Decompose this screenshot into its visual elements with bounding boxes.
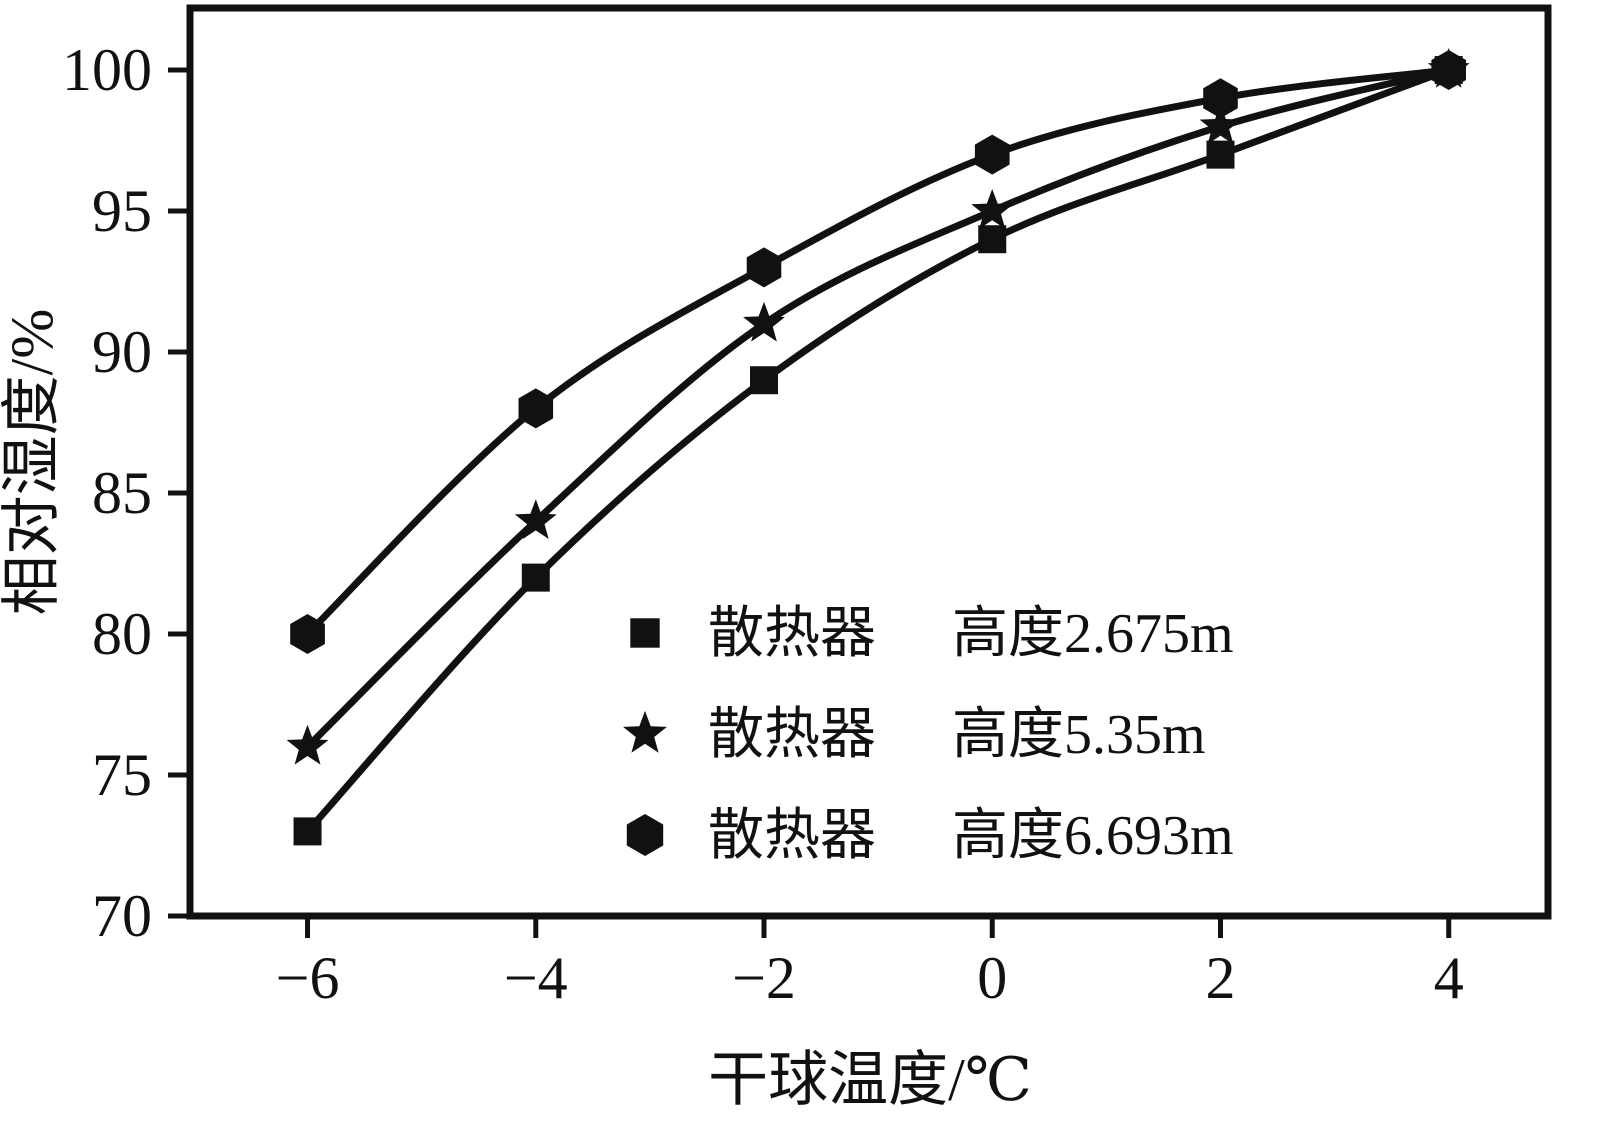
marker-hexagon xyxy=(290,614,325,654)
y-tick-label: 95 xyxy=(92,178,152,244)
marker-hexagon xyxy=(1203,78,1238,119)
y-tick-label: 70 xyxy=(92,883,152,949)
x-tick-label: −2 xyxy=(732,945,796,1011)
marker-square xyxy=(1206,140,1235,169)
marker-star xyxy=(971,189,1014,229)
series-line-star xyxy=(304,66,1453,751)
legend-height-label: 高度6.693m xyxy=(952,805,1234,867)
x-tick-label: −6 xyxy=(276,945,340,1011)
x-axis-title: 干球温度/℃ xyxy=(708,1047,1032,1113)
marker-hexagon xyxy=(626,814,664,856)
x-tick-label: 0 xyxy=(977,945,1007,1011)
marker-star xyxy=(514,499,557,539)
series-line-square xyxy=(304,66,1453,835)
legend-device-label: 散热器 xyxy=(708,805,876,867)
marker-square xyxy=(293,817,322,846)
marker-hexagon xyxy=(974,134,1010,175)
y-axis-title: 相对湿度/% xyxy=(0,309,65,616)
marker-hexagon xyxy=(518,388,554,429)
legend-height-label: 高度5.35m xyxy=(952,704,1206,766)
marker-star xyxy=(1199,104,1242,145)
legend-device-label: 散热器 xyxy=(708,603,876,665)
y-tick-label: 80 xyxy=(92,601,152,667)
y-tick-label: 90 xyxy=(92,319,152,385)
x-tick-label: −4 xyxy=(504,945,568,1011)
x-tick-label: 2 xyxy=(1205,945,1235,1011)
marker-square xyxy=(978,225,1007,254)
y-tick-label: 75 xyxy=(92,742,152,808)
y-tick-label: 100 xyxy=(62,37,152,103)
marker-star xyxy=(743,301,785,342)
y-tick-label: 85 xyxy=(92,460,152,526)
marker-star xyxy=(623,710,667,753)
series-line-hexagon xyxy=(304,66,1453,638)
marker-hexagon xyxy=(746,247,782,288)
marker-star xyxy=(286,724,329,765)
legend-device-label: 散热器 xyxy=(708,704,876,766)
legend-height-label: 高度2.675m xyxy=(952,603,1234,665)
x-tick-label: 4 xyxy=(1434,945,1464,1011)
marker-square xyxy=(630,618,660,648)
marker-square xyxy=(521,563,550,592)
marker-hexagon xyxy=(1431,50,1466,90)
plot-frame xyxy=(186,4,1552,920)
marker-square xyxy=(750,366,779,395)
